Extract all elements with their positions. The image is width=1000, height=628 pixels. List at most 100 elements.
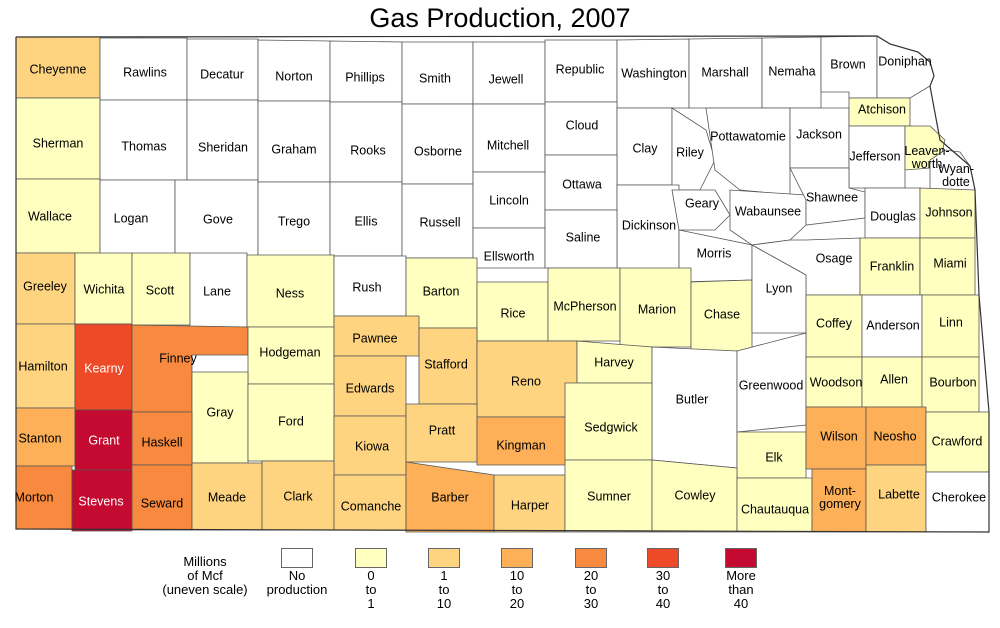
county-label-mitchell: Mitchell — [486, 138, 530, 153]
county-label-ford: Ford — [278, 414, 304, 429]
county-label-mont-gomery: Mont- gomery — [819, 484, 861, 511]
county-label-douglas: Douglas — [870, 209, 916, 224]
county-label-comanche: Comanche — [340, 499, 402, 514]
county-riley — [671, 107, 716, 191]
county-label-stanton: Stanton — [18, 431, 62, 446]
state-border — [15, 35, 990, 533]
county-label-wyan-dotte: Wyan- dotte — [937, 162, 975, 189]
county-label-butler: Butler — [675, 392, 709, 407]
county-graham — [257, 100, 331, 183]
county-label-lincoln: Lincoln — [489, 193, 529, 208]
county-label-coffey: Coffey — [816, 316, 852, 331]
county-label-linn: Linn — [939, 315, 963, 330]
county-label-reno: Reno — [511, 374, 541, 389]
county-label-sheridan: Sheridan — [197, 140, 249, 155]
county-label-rice: Rice — [500, 306, 526, 321]
county-label-seward: Seward — [140, 496, 184, 511]
county-label-ellis: Ellis — [354, 214, 378, 229]
county-label-ness: Ness — [275, 286, 305, 301]
county-label-neosho: Neosho — [873, 429, 917, 444]
county-label-jewell: Jewell — [488, 72, 524, 87]
county-label-logan: Logan — [113, 211, 149, 226]
county-label-rush: Rush — [352, 280, 382, 295]
county-label-chase: Chase — [703, 307, 741, 322]
county-label-cherokee: Cherokee — [931, 490, 987, 505]
county-label-jefferson: Jefferson — [849, 149, 901, 164]
map-title: Gas Production, 2007 — [369, 3, 631, 33]
county-label-rooks: Rooks — [350, 143, 386, 158]
county-label-dickinson: Dickinson — [621, 218, 677, 233]
county-label-cowley: Cowley — [674, 488, 716, 503]
legend-label-c4: 20 to 30 — [583, 568, 599, 611]
county-label-marshall: Marshall — [701, 65, 749, 80]
county-label-cheyenne: Cheyenne — [29, 62, 87, 77]
county-label-bourbon: Bourbon — [929, 375, 977, 390]
county-label-kingman: Kingman — [496, 438, 546, 453]
county-label-nemaha: Nemaha — [768, 64, 816, 79]
county-label-leaven-worth: Leaven- worth — [904, 144, 950, 171]
county-label-lane: Lane — [203, 284, 231, 299]
county-label-riley: Riley — [676, 145, 704, 160]
county-label-osage: Osage — [815, 251, 853, 266]
county-label-osborne: Osborne — [414, 144, 462, 159]
county-label-harper: Harper — [510, 498, 550, 513]
county-pottawatomie — [705, 107, 791, 196]
county-label-edwards: Edwards — [345, 381, 395, 396]
county-label-barton: Barton — [422, 284, 460, 299]
county-label-jackson: Jackson — [796, 127, 842, 142]
county-label-anderson: Anderson — [866, 318, 920, 333]
county-label-woodson: Woodson — [809, 375, 863, 390]
county-label-ellsworth: Ellsworth — [483, 249, 535, 264]
county-label-gove: Gove — [203, 212, 233, 227]
county-label-crawford: Crawford — [931, 434, 983, 449]
county-label-lyon: Lyon — [765, 281, 793, 296]
county-label-haskell: Haskell — [141, 435, 183, 450]
county-label-kearny: Kearny — [84, 361, 124, 376]
county-label-clay: Clay — [632, 141, 658, 156]
county-label-harvey: Harvey — [594, 355, 634, 370]
legend-label-c6: More than 40 — [726, 568, 756, 611]
county-label-marion: Marion — [637, 302, 677, 317]
county-label-pottawatomie: Pottawatomie — [710, 129, 786, 144]
county-label-smith: Smith — [419, 71, 451, 86]
legend-title: Millions of Mcf (uneven scale) — [162, 554, 248, 597]
county-label-norton: Norton — [275, 69, 313, 84]
county-label-miami: Miami — [933, 256, 967, 271]
county-label-phillips: Phillips — [345, 70, 385, 85]
county-label-doniphan: Doniphan — [878, 54, 932, 69]
legend-label-c5: 30 to 40 — [655, 568, 671, 611]
legend-label-c3: 10 to 20 — [509, 568, 525, 611]
county-label-finney: Finney — [159, 351, 197, 366]
county-label-greenwood: Greenwood — [738, 378, 804, 393]
county-label-clark: Clark — [283, 489, 313, 504]
county-label-scott: Scott — [145, 283, 175, 298]
county-label-hamilton: Hamilton — [18, 359, 68, 374]
legend-swatch-c4 — [575, 548, 607, 568]
county-label-labette: Labette — [878, 487, 920, 502]
county-label-sherman: Sherman — [32, 136, 84, 151]
county-label-thomas: Thomas — [121, 139, 167, 154]
county-label-meade: Meade — [207, 490, 247, 505]
county-label-morton: Morton — [14, 490, 54, 505]
county-label-decatur: Decatur — [200, 67, 244, 82]
county-label-russell: Russell — [419, 215, 461, 230]
county-label-pawnee: Pawnee — [352, 331, 398, 346]
county-label-wabaunsee: Wabaunsee — [734, 204, 802, 219]
county-label-barber: Barber — [431, 490, 469, 505]
legend-swatch-c2 — [428, 548, 460, 568]
legend-swatch-c1 — [355, 548, 387, 568]
legend-label-c1: 0 to 1 — [365, 568, 377, 611]
county-geary — [671, 189, 731, 231]
legend-swatch-c6 — [725, 548, 757, 568]
county-label-wichita: Wichita — [83, 282, 125, 297]
county-label-grant: Grant — [88, 433, 120, 448]
legend-swatch-c5 — [647, 548, 679, 568]
county-label-trego: Trego — [277, 214, 311, 229]
county-label-pratt: Pratt — [428, 423, 456, 438]
county-label-wilson: Wilson — [820, 429, 858, 444]
county-label-stevens: Stevens — [78, 494, 124, 509]
county-label-atchison: Atchison — [858, 102, 906, 117]
county-label-stafford: Stafford — [424, 357, 468, 372]
county-label-saline: Saline — [565, 230, 601, 245]
